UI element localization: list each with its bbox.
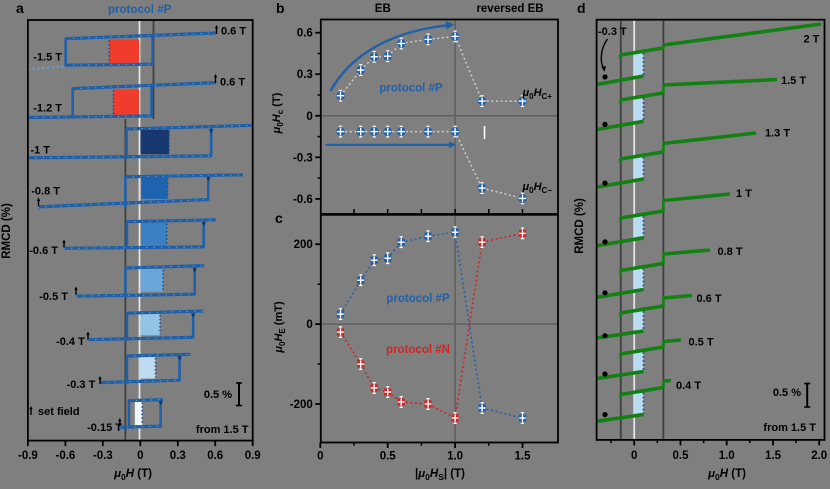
svg-text:μ0HC+: μ0HC+ — [522, 87, 553, 101]
svg-text:-0.15 T: -0.15 T — [87, 422, 122, 434]
svg-text:0.6 T: 0.6 T — [220, 77, 245, 89]
svg-text:μ0H (T): μ0H (T) — [707, 468, 746, 482]
svg-text:-1.5 T: -1.5 T — [33, 52, 62, 64]
svg-text:0.3: 0.3 — [297, 69, 313, 81]
svg-text:0.6: 0.6 — [297, 28, 313, 40]
svg-text:μ0HC−: μ0HC− — [522, 181, 553, 195]
svg-text:b: b — [276, 0, 285, 16]
svg-text:1.0: 1.0 — [719, 450, 735, 462]
svg-text:1.0: 1.0 — [447, 451, 463, 463]
svg-text:-1.2 T: -1.2 T — [33, 103, 62, 115]
svg-text:0.5 T: 0.5 T — [689, 337, 714, 349]
svg-text:reversed EB: reversed EB — [476, 3, 543, 15]
svg-text:0: 0 — [306, 111, 312, 123]
svg-text:2.0: 2.0 — [811, 450, 827, 462]
svg-text:|μ0HS| (T): |μ0HS| (T) — [415, 468, 465, 482]
svg-text:0.6 T: 0.6 T — [697, 293, 722, 305]
svg-text:-0.6: -0.6 — [293, 194, 313, 206]
svg-text:protocol #P: protocol #P — [379, 83, 443, 95]
svg-text:1.5: 1.5 — [765, 450, 782, 462]
svg-text:0: 0 — [137, 450, 143, 462]
svg-text:μ0Hc (T): μ0Hc (T) — [271, 92, 285, 134]
svg-text:μ0HE (mT): μ0HE (mT) — [273, 301, 287, 354]
svg-text:0: 0 — [631, 450, 637, 462]
svg-text:0: 0 — [306, 319, 312, 331]
svg-text:-0.3: -0.3 — [293, 152, 313, 164]
svg-text:c: c — [275, 210, 283, 226]
svg-text:-1 T: -1 T — [30, 145, 50, 157]
svg-text:set field: set field — [38, 406, 80, 418]
svg-text:-0.8 T: -0.8 T — [31, 186, 60, 198]
svg-text:0.3: 0.3 — [170, 450, 186, 462]
svg-text:1.5 T: 1.5 T — [781, 75, 806, 87]
svg-text:1.3 T: 1.3 T — [765, 128, 790, 140]
svg-text:0.5: 0.5 — [673, 450, 690, 462]
svg-text:RMCD (%): RMCD (%) — [1, 203, 13, 259]
svg-text:0.6 T: 0.6 T — [221, 26, 246, 38]
svg-text:RMCD (%): RMCD (%) — [574, 198, 586, 254]
svg-text:200: 200 — [294, 239, 313, 251]
svg-text:a: a — [16, 0, 24, 16]
svg-text:μ0H (T): μ0H (T) — [113, 468, 152, 482]
svg-text:protocol #N: protocol #N — [386, 344, 450, 356]
svg-text:1.5: 1.5 — [515, 451, 532, 463]
svg-text:2 T: 2 T — [804, 34, 820, 46]
svg-text:0.5 %: 0.5 % — [773, 387, 801, 399]
svg-text:-0.4 T: -0.4 T — [56, 336, 85, 348]
svg-text:-0.3: -0.3 — [93, 450, 113, 462]
svg-text:-0.6 T: -0.6 T — [29, 245, 58, 257]
svg-text:-0.6: -0.6 — [55, 450, 75, 462]
svg-text:1 T: 1 T — [736, 188, 752, 200]
svg-text:0: 0 — [317, 451, 323, 463]
svg-text:protocol #P: protocol #P — [108, 4, 172, 16]
svg-text:0.8 T: 0.8 T — [718, 246, 743, 258]
svg-text:0.6: 0.6 — [207, 450, 223, 462]
svg-text:EB: EB — [375, 3, 391, 15]
svg-text:0.5 %: 0.5 % — [204, 389, 232, 401]
svg-text:from 1.5 T: from 1.5 T — [196, 424, 249, 436]
svg-text:-200: -200 — [290, 399, 313, 411]
svg-text:-0.3 T: -0.3 T — [598, 26, 627, 38]
svg-text:0.4 T: 0.4 T — [676, 380, 701, 392]
svg-text:-0.9: -0.9 — [18, 450, 38, 462]
svg-text:protocol #P: protocol #P — [386, 293, 450, 305]
svg-text:-0.5 T: -0.5 T — [39, 291, 68, 303]
svg-text:0.9: 0.9 — [245, 450, 261, 462]
svg-text:from 1.5 T: from 1.5 T — [763, 422, 816, 434]
svg-text:d: d — [577, 0, 586, 16]
svg-text:0.5: 0.5 — [380, 451, 397, 463]
svg-text:-0.3 T: -0.3 T — [67, 379, 96, 391]
